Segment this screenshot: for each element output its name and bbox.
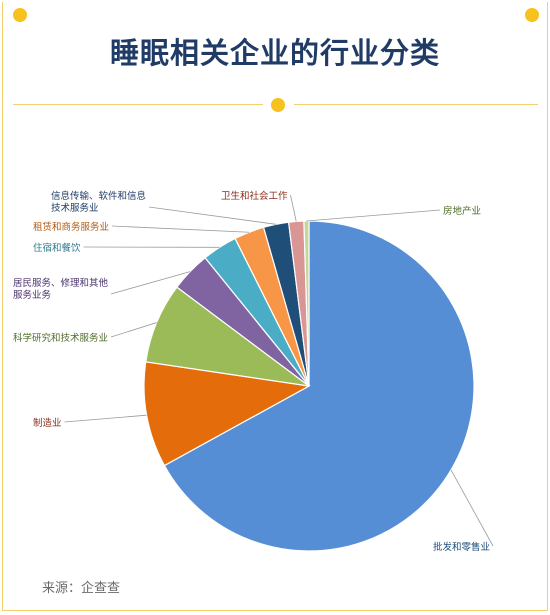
leader-line (111, 323, 157, 337)
leader-line (149, 207, 276, 224)
leader-line (65, 415, 147, 422)
leader-line (451, 470, 493, 546)
slice-label: 住宿和餐饮 (33, 242, 81, 254)
source-note: 来源：企查查 (42, 577, 120, 596)
pie-slices (144, 221, 474, 551)
leader-line (306, 210, 440, 221)
leader-line (112, 226, 249, 232)
slice-label: 科学研究和技术服务业 (13, 332, 108, 344)
slice-label: 批发和零售业 (433, 541, 490, 553)
slice-label: 租赁和商务服务业 (33, 221, 109, 233)
slice-label: 居民服务、修理和其他 (13, 277, 109, 289)
leader-line (291, 195, 297, 221)
slice-label: 服务业务 (13, 289, 52, 301)
slice-label: 信息传输、软件和信息 (51, 190, 146, 202)
slice-label: 卫生和社会工作 (221, 190, 288, 202)
slice-label: 制造业 (33, 417, 62, 429)
slice-label: 房地产业 (443, 205, 481, 217)
slice-label: 技术服务业 (51, 202, 99, 214)
